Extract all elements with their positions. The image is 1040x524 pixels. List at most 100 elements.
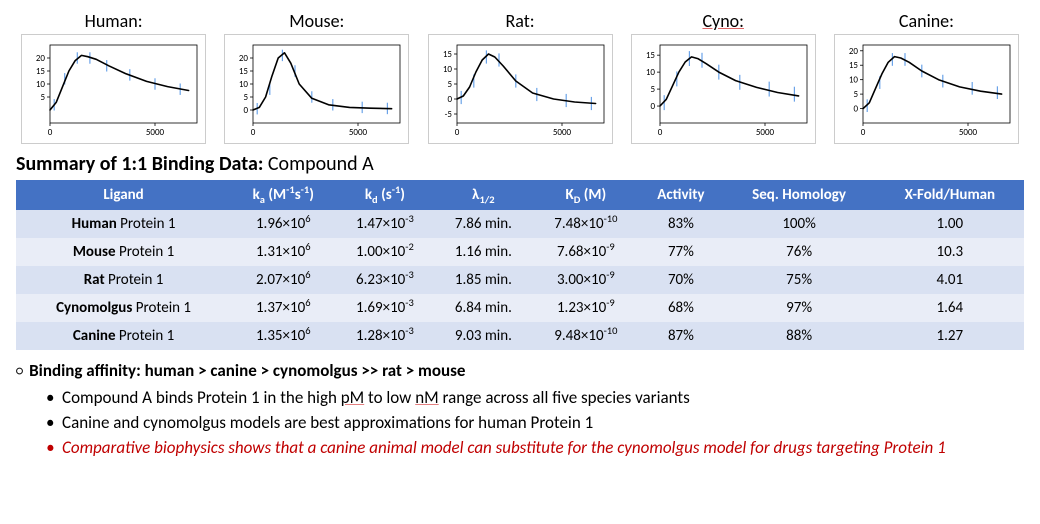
bullet-lead-text: Binding affinity: human > canine > cynom…	[29, 360, 465, 383]
chart-title: Rat:	[505, 10, 534, 32]
table-header-cell: kd (s-1)	[335, 180, 434, 210]
svg-text:0: 0	[454, 127, 459, 138]
svg-text:10: 10	[442, 64, 452, 75]
svg-text:20: 20	[36, 53, 46, 64]
half-cell: 1.85 min.	[434, 266, 532, 294]
activity-cell: 68%	[639, 294, 722, 322]
fold-cell: 4.01	[876, 266, 1024, 294]
ligand-cell: Rat Protein 1	[16, 266, 231, 294]
svg-text:5000: 5000	[552, 127, 571, 138]
svg-text:20: 20	[849, 46, 859, 57]
svg-text:0: 0	[853, 104, 858, 115]
chart-title: Mouse:	[289, 10, 344, 32]
half-cell: 9.03 min.	[434, 322, 532, 350]
svg-text:20: 20	[239, 53, 249, 64]
activity-cell: 87%	[639, 322, 722, 350]
ligand-cell: Human Protein 1	[16, 210, 231, 238]
svg-text:0: 0	[657, 127, 662, 138]
fold-cell: 1.64	[876, 294, 1024, 322]
svg-text:10: 10	[849, 75, 859, 86]
table-header-cell: λ1/2	[434, 180, 532, 210]
svg-text:10: 10	[239, 79, 249, 90]
svg-text:0: 0	[244, 105, 249, 116]
KD-cell: 1.23×10-9	[532, 294, 639, 322]
ligand-cell: Cynomolgus Protein 1	[16, 294, 231, 322]
ka-cell: 1.37×106	[231, 294, 335, 322]
chart-title: Canine:	[899, 10, 954, 32]
svg-text:5: 5	[853, 89, 858, 100]
summary-title: Summary of 1:1 Binding Data: Compound A	[16, 152, 1024, 176]
svg-text:5000: 5000	[756, 127, 775, 138]
KD-cell: 7.68×10-9	[532, 238, 639, 266]
KD-cell: 9.48×10-10	[532, 322, 639, 350]
svg-text:-5: -5	[444, 109, 452, 120]
activity-cell: 83%	[639, 210, 722, 238]
svg-text:0: 0	[861, 127, 866, 138]
chart-box: 05101505000	[631, 34, 816, 144]
ka-cell: 1.96×106	[231, 210, 335, 238]
kd-cell: 6.23×10-3	[335, 266, 434, 294]
table-row: Cynomolgus Protein 11.37×1061.69×10-36.8…	[16, 294, 1024, 322]
svg-text:0: 0	[650, 101, 655, 112]
chart-title: Cyno:	[702, 10, 744, 32]
bullet-circle-icon: ○	[16, 363, 23, 381]
chart-title: Human:	[85, 10, 143, 32]
chart-col: Mouse:0510152005000	[219, 10, 414, 144]
bullet-item: Canine and cynomolgus models are best ap…	[46, 412, 1024, 435]
chart-col: Canine: 0 5 10 15 20 0 5000	[829, 10, 1024, 144]
svg-text:10: 10	[646, 67, 656, 78]
activity-cell: 70%	[639, 266, 722, 294]
svg-text:0: 0	[251, 127, 256, 138]
svg-text:0: 0	[48, 127, 53, 138]
svg-text:15: 15	[239, 66, 249, 77]
svg-text:15: 15	[442, 49, 452, 60]
half-cell: 1.16 min.	[434, 238, 532, 266]
ka-cell: 1.31×106	[231, 238, 335, 266]
ligand-cell: Canine Protein 1	[16, 322, 231, 350]
activity-cell: 77%	[639, 238, 722, 266]
table-row: Human Protein 11.96×1061.47×10-37.86 min…	[16, 210, 1024, 238]
fold-cell: 1.27	[876, 322, 1024, 350]
half-cell: 7.86 min.	[434, 210, 532, 238]
summary-title-rest: Compound A	[263, 152, 373, 176]
hom-cell: 76%	[722, 238, 875, 266]
svg-text:0: 0	[447, 94, 452, 105]
hom-cell: 88%	[722, 322, 875, 350]
KD-cell: 7.48×10-10	[532, 210, 639, 238]
lead-bold: Binding affinity:	[29, 360, 145, 381]
chart-box: 0 5 10 15 20 0 5000	[834, 34, 1019, 144]
hom-cell: 100%	[722, 210, 875, 238]
svg-text:5000: 5000	[146, 127, 165, 138]
hom-cell: 97%	[722, 294, 875, 322]
table-header-row: Ligandka (M-1s-1)kd (s-1)λ1/2KD (M)Activ…	[16, 180, 1024, 210]
svg-text:10: 10	[36, 79, 46, 90]
bullet-lead: ○ Binding affinity: human > canine > cyn…	[16, 360, 1024, 383]
svg-text:5000: 5000	[349, 127, 368, 138]
kd-cell: 1.00×10-2	[335, 238, 434, 266]
table-row: Mouse Protein 11.31×1061.00×10-21.16 min…	[16, 238, 1024, 266]
kd-cell: 1.69×10-3	[335, 294, 434, 322]
svg-text:15: 15	[849, 60, 859, 71]
half-cell: 6.84 min.	[434, 294, 532, 322]
chart-col: Cyno:05101505000	[626, 10, 821, 144]
table-row: Canine Protein 11.35×1061.28×10-39.03 mi…	[16, 322, 1024, 350]
kd-cell: 1.47×10-3	[335, 210, 434, 238]
svg-text:5: 5	[447, 79, 452, 90]
KD-cell: 3.00×10-9	[532, 266, 639, 294]
table-row: Rat Protein 12.07×1066.23×10-31.85 min.3…	[16, 266, 1024, 294]
hom-cell: 75%	[722, 266, 875, 294]
svg-text:15: 15	[36, 66, 46, 77]
chart-col: Human:510152005000	[16, 10, 211, 144]
table-header-cell: Ligand	[16, 180, 231, 210]
fold-cell: 10.3	[876, 238, 1024, 266]
charts-row: Human: 5 10 15 20 0 5000 Mouse: 0 5 10 15 20 0 5000 Rat…	[16, 10, 1024, 144]
chart-col: Rat:-505101505000	[422, 10, 617, 144]
table-header-cell: ka (M-1s-1)	[231, 180, 335, 210]
chart-box: 510152005000	[21, 34, 206, 144]
binding-table: Ligandka (M-1s-1)kd (s-1)λ1/2KD (M)Activ…	[16, 180, 1024, 350]
ligand-cell: Mouse Protein 1	[16, 238, 231, 266]
svg-text:5000: 5000	[959, 127, 978, 138]
bullet-item: Comparative biophysics shows that a cani…	[46, 437, 1024, 460]
bullet-list: Compound A binds Protein 1 in the high p…	[46, 387, 1024, 460]
summary-title-bold: Summary of 1:1 Binding Data:	[16, 152, 263, 176]
